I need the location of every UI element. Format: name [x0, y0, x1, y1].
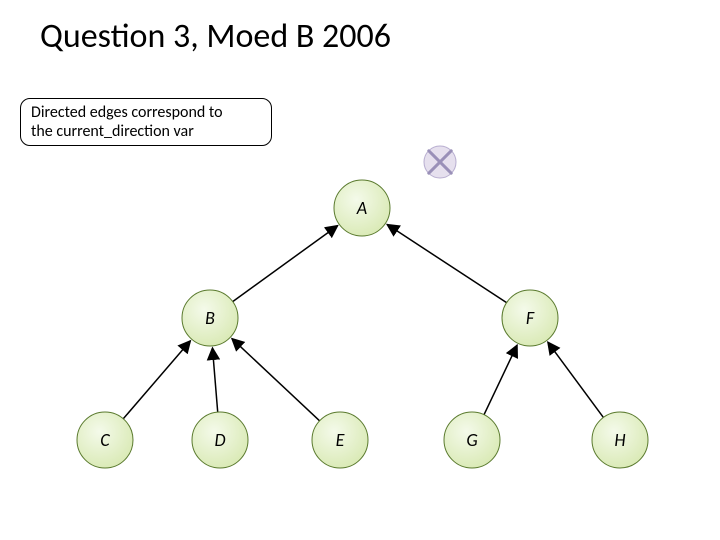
node-B: B — [182, 290, 238, 346]
node-C: C — [77, 412, 133, 468]
cross-mark — [424, 146, 456, 178]
node-F: F — [502, 290, 558, 346]
node-label-D: D — [214, 429, 225, 451]
node-E: E — [312, 412, 368, 468]
node-H: H — [592, 412, 648, 468]
node-label-C: C — [100, 429, 110, 451]
edge-D-B — [212, 348, 217, 412]
node-label-G: G — [466, 429, 478, 451]
edge-G-F — [484, 345, 517, 415]
node-label-F: F — [526, 307, 535, 329]
node-D: D — [192, 412, 248, 468]
node-label-H: H — [614, 429, 625, 451]
node-G: G — [444, 412, 500, 468]
node-label-B: B — [205, 307, 215, 329]
node-A: A — [334, 180, 390, 236]
node-label-E: E — [336, 429, 345, 451]
tree-diagram: A B F C D E G H — [0, 0, 720, 540]
edge-F-A — [387, 224, 506, 302]
edge-C-B — [123, 341, 190, 419]
edge-H-F — [548, 342, 604, 417]
edge-E-B — [232, 339, 320, 421]
node-label-A: A — [356, 197, 367, 219]
edge-B-A — [233, 226, 338, 302]
